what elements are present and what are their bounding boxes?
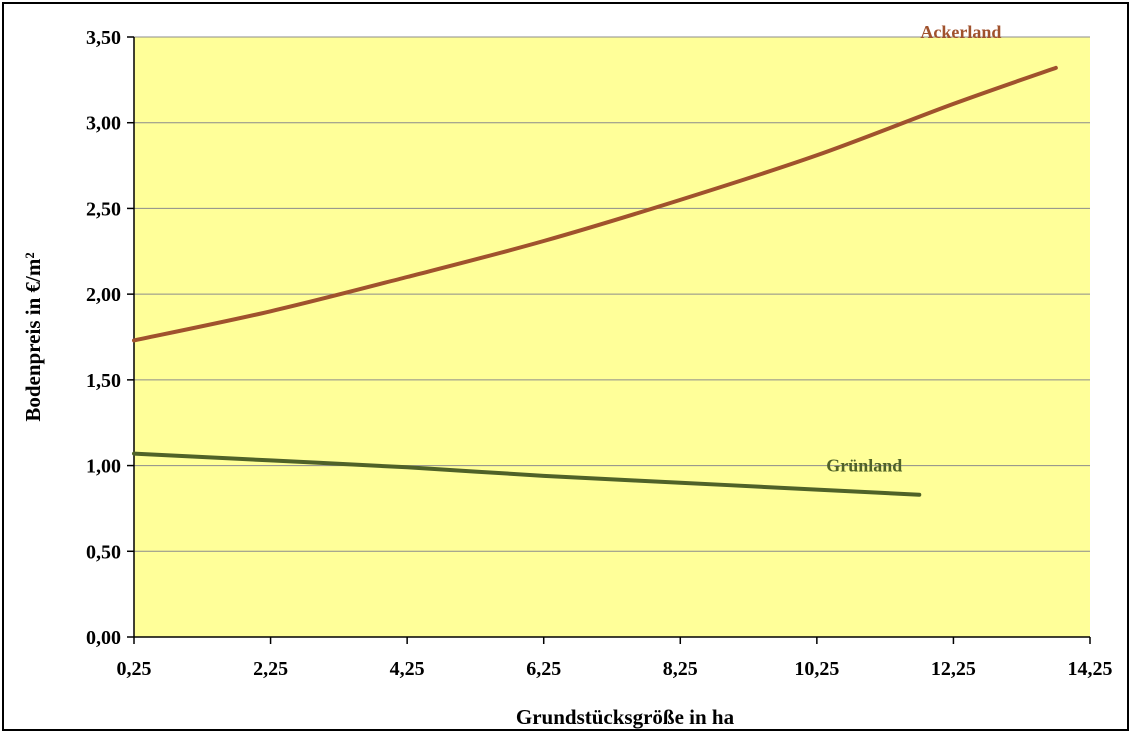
y-axis-title: Bodenpreis in €/m² [21, 252, 45, 421]
x-tick-label: 2,25 [253, 658, 288, 680]
series-label-gr-nland: Grünland [826, 456, 902, 476]
series-line-gr-nland [132, 451, 922, 497]
x-tick-label: 8,25 [663, 658, 698, 680]
x-tick-label: 4,25 [390, 658, 425, 680]
tick-labels: 0,00 0,50 1,00 1,50 2,00 2,50 3,00 3,50 0,25 2,25… [86, 22, 1113, 680]
x-tick-label: 14,25 [1068, 658, 1113, 680]
plot-area [134, 37, 1090, 637]
x-tick-label: 6,25 [526, 658, 561, 680]
y-tick-label: 3,00 [86, 113, 121, 135]
y-tick-label: 3,50 [86, 27, 121, 49]
series-label-ackerland: Ackerland [920, 22, 1001, 42]
series-line-ackerland [132, 65, 1058, 343]
y-tick-label: 2,00 [86, 284, 121, 306]
x-tick-label: 10,25 [794, 658, 839, 680]
y-tick-label: 1,00 [86, 456, 121, 478]
x-tick-label: 12,25 [931, 658, 976, 680]
axes [127, 36, 1091, 644]
y-tick-label: 2,50 [86, 198, 121, 220]
y-tick-label: 0,50 [86, 541, 121, 563]
x-axis-title: Grundstücksgröße in ha [516, 705, 735, 729]
series-lines [132, 65, 1058, 497]
y-tick-label: 0,00 [86, 627, 121, 649]
y-tick-label: 1,50 [86, 370, 121, 392]
gridlines [134, 36, 1090, 552]
line-chart: 0,00 0,50 1,00 1,50 2,00 2,50 3,00 3,50 0,25 2,25… [21, 22, 1113, 729]
x-tick-label: 0,25 [117, 658, 152, 680]
